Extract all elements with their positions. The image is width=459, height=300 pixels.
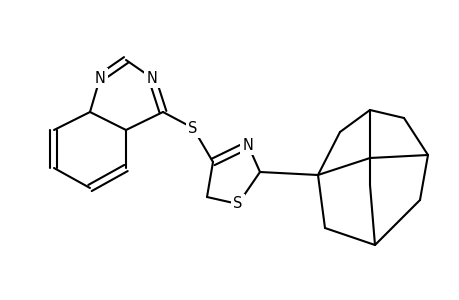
- Text: N: N: [95, 70, 105, 86]
- Text: S: S: [188, 121, 197, 136]
- Text: N: N: [242, 137, 253, 152]
- Text: N: N: [146, 70, 157, 86]
- Text: S: S: [233, 196, 242, 211]
